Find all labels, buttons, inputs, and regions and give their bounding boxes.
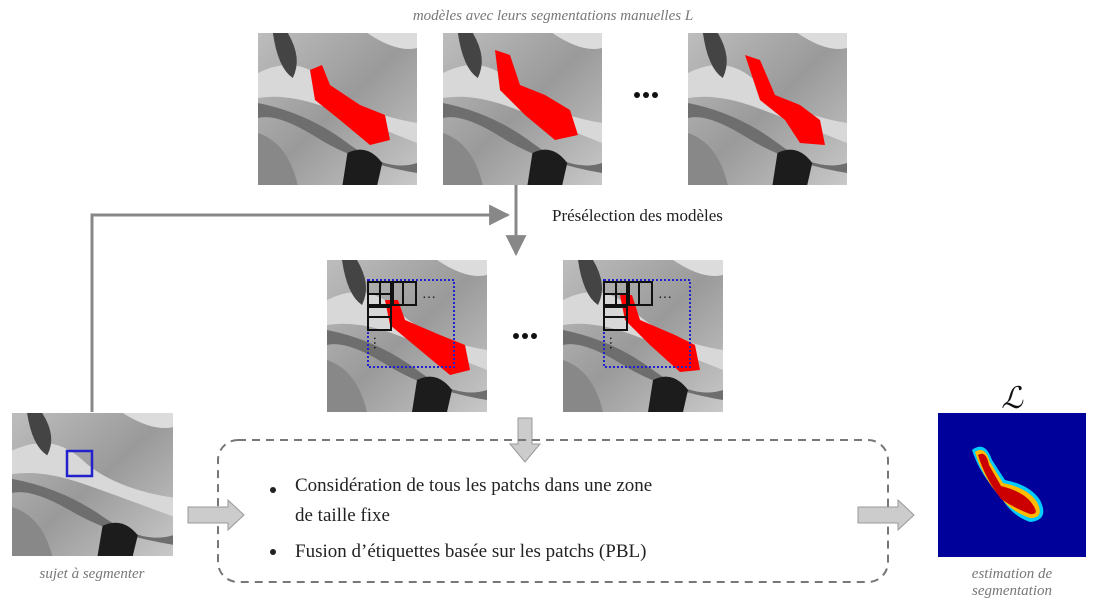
svg-text:…: … [422, 287, 436, 302]
subject-caption: sujet à segmenter [40, 566, 145, 582]
output-symbol: ℒ [1001, 382, 1024, 415]
output-caption: estimation de [972, 566, 1053, 582]
templates-caption: modèles avec leurs segmentations manuell… [413, 8, 693, 24]
output-caption: segmentation [972, 583, 1052, 599]
subject-image [12, 413, 173, 556]
ellipsis [513, 333, 537, 339]
segmentation [310, 65, 390, 145]
fat-arrow [857, 498, 915, 532]
selected-template: …… [327, 260, 487, 412]
arrow [90, 204, 511, 412]
ellipsis [634, 92, 658, 98]
step-label: Présélection des modèles [552, 206, 723, 225]
bullet-text: de taille fixe [295, 505, 390, 526]
bullet [270, 487, 276, 493]
svg-text:…: … [370, 336, 385, 350]
segmentation [495, 50, 578, 140]
svg-text:…: … [606, 336, 621, 350]
selected-template: …… [563, 260, 723, 412]
bullet-text: Fusion d’étiquettes basée sur les patchs… [295, 541, 646, 562]
segmentation [745, 55, 825, 145]
patch [65, 449, 94, 478]
template-image [688, 33, 847, 185]
bullet [270, 549, 276, 555]
output-map [938, 413, 1086, 557]
fat-arrow [187, 498, 245, 532]
bullet-text: Considération de tous les patchs dans un… [295, 475, 652, 496]
svg-text:…: … [658, 287, 672, 302]
fusion-box [217, 439, 889, 583]
